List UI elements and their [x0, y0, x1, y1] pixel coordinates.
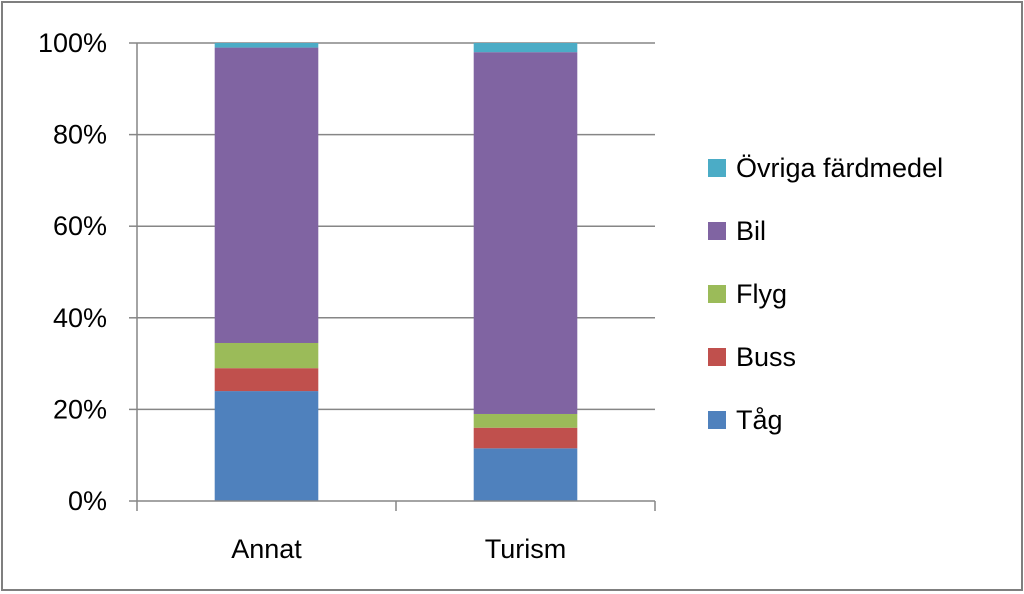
bar-segment [214, 391, 319, 501]
legend-swatch [708, 222, 726, 240]
bar-segment [473, 52, 578, 414]
legend-swatch [708, 159, 726, 177]
legend-label: Bil [736, 216, 766, 246]
legend: Övriga färdmedel Bil Flyg Buss Tåg [708, 153, 943, 435]
y-tick-label: 0% [68, 486, 107, 516]
y-tick-label: 60% [53, 211, 107, 241]
bar-segment [214, 368, 319, 392]
legend-swatch [708, 348, 726, 366]
bar-segment [473, 448, 578, 501]
y-tick-label: 80% [53, 120, 107, 150]
bar-segment [214, 342, 319, 369]
bars [214, 43, 578, 501]
x-tick-label: Annat [231, 534, 302, 564]
legend-label: Tåg [736, 405, 783, 435]
bar-segment [473, 413, 578, 428]
bar-segment [473, 43, 578, 53]
legend-swatch [708, 411, 726, 429]
y-tick-label: 20% [53, 394, 107, 424]
bar-segment [214, 43, 319, 48]
x-tick-labels: Annat Turism [231, 534, 566, 564]
x-tick-label: Turism [485, 534, 567, 564]
stacked-bar-chart: 0% 20% 40% 60% 80% 100% Annat Turism Övriga fä… [38, 28, 943, 564]
bar-segment [214, 47, 319, 343]
y-tick-labels: 0% 20% 40% 60% 80% 100% [38, 28, 107, 516]
axes [129, 42, 656, 511]
y-tick-label: 100% [38, 28, 107, 58]
legend-label: Övriga färdmedel [736, 153, 943, 183]
legend-label: Buss [736, 342, 796, 372]
legend-swatch [708, 285, 726, 303]
y-tick-label: 40% [53, 303, 107, 333]
bar-segment [473, 427, 578, 449]
legend-label: Flyg [736, 279, 787, 309]
